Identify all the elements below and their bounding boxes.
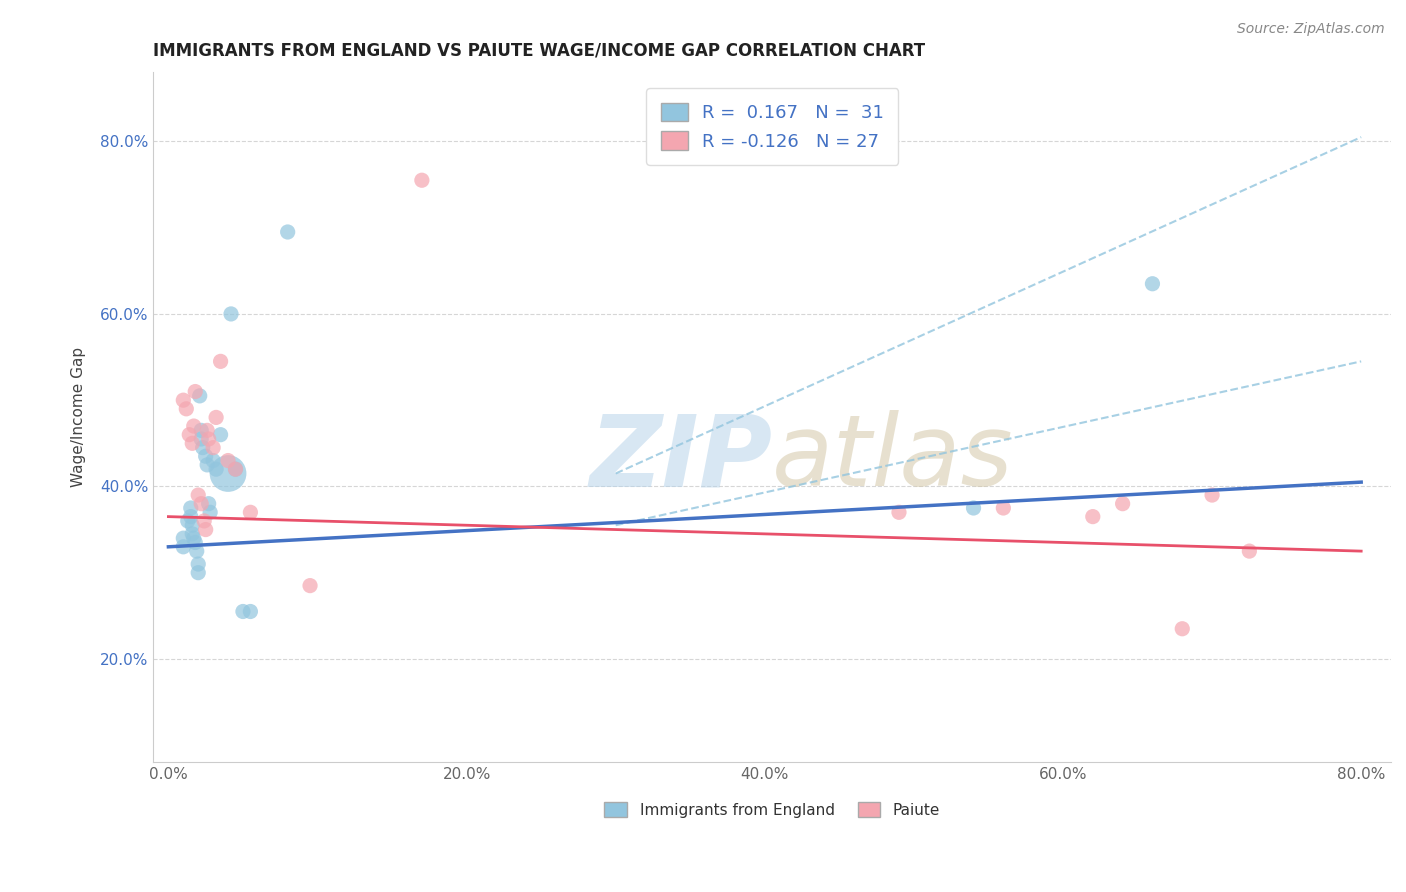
Point bbox=[197, 432, 219, 446]
Point bbox=[172, 531, 194, 545]
Point bbox=[1142, 277, 1164, 291]
Point bbox=[209, 354, 232, 368]
Point bbox=[1239, 544, 1261, 558]
Point bbox=[184, 384, 207, 399]
Point bbox=[232, 605, 254, 619]
Point bbox=[181, 518, 204, 533]
Point bbox=[198, 505, 221, 519]
Point bbox=[1201, 488, 1223, 502]
Point bbox=[183, 419, 205, 434]
Point bbox=[217, 453, 239, 467]
Point bbox=[172, 540, 194, 554]
Point bbox=[224, 462, 246, 476]
Point bbox=[1081, 509, 1104, 524]
Point bbox=[179, 427, 201, 442]
Point bbox=[209, 427, 232, 442]
Point bbox=[180, 509, 202, 524]
Point bbox=[187, 488, 209, 502]
Point bbox=[202, 441, 225, 455]
Point bbox=[190, 423, 212, 437]
Point bbox=[184, 535, 207, 549]
Point bbox=[183, 531, 205, 545]
Point bbox=[190, 497, 212, 511]
Point bbox=[186, 544, 208, 558]
Point bbox=[177, 514, 200, 528]
Text: IMMIGRANTS FROM ENGLAND VS PAIUTE WAGE/INCOME GAP CORRELATION CHART: IMMIGRANTS FROM ENGLAND VS PAIUTE WAGE/I… bbox=[153, 42, 925, 60]
Point bbox=[190, 432, 212, 446]
Y-axis label: Wage/Income Gap: Wage/Income Gap bbox=[72, 347, 86, 488]
Text: Source: ZipAtlas.com: Source: ZipAtlas.com bbox=[1237, 22, 1385, 37]
Point bbox=[411, 173, 433, 187]
Point bbox=[224, 462, 246, 476]
Point bbox=[174, 401, 197, 416]
Point bbox=[962, 501, 984, 516]
Point bbox=[195, 458, 218, 472]
Point bbox=[180, 501, 202, 516]
Point bbox=[205, 410, 228, 425]
Legend: Immigrants from England, Paiute: Immigrants from England, Paiute bbox=[599, 796, 946, 824]
Point bbox=[277, 225, 299, 239]
Point bbox=[191, 441, 214, 455]
Point bbox=[194, 449, 217, 463]
Point bbox=[1171, 622, 1194, 636]
Point bbox=[239, 505, 262, 519]
Point bbox=[197, 497, 219, 511]
Point bbox=[887, 505, 910, 519]
Point bbox=[205, 462, 228, 476]
Point bbox=[172, 393, 194, 408]
Point bbox=[193, 514, 215, 528]
Point bbox=[195, 423, 218, 437]
Point bbox=[188, 389, 211, 403]
Point bbox=[299, 579, 322, 593]
Point bbox=[181, 527, 204, 541]
Point bbox=[993, 501, 1015, 516]
Point bbox=[187, 557, 209, 571]
Point bbox=[1111, 497, 1133, 511]
Text: ZIP: ZIP bbox=[589, 410, 772, 508]
Point bbox=[239, 605, 262, 619]
Point bbox=[202, 453, 225, 467]
Point bbox=[219, 307, 242, 321]
Point bbox=[187, 566, 209, 580]
Point bbox=[217, 467, 239, 481]
Text: atlas: atlas bbox=[772, 410, 1014, 508]
Point bbox=[194, 523, 217, 537]
Point bbox=[181, 436, 204, 450]
